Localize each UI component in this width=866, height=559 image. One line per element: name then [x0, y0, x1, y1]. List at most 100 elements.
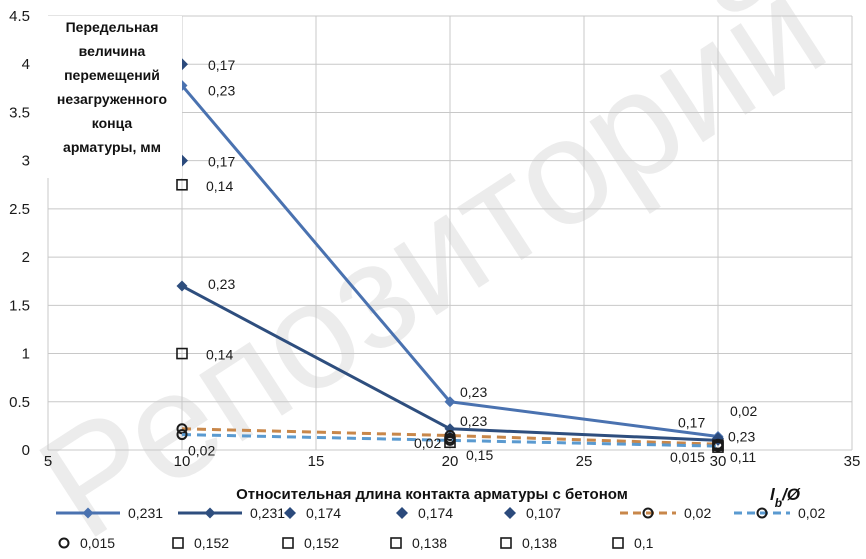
legend-label: 0,152	[304, 535, 339, 551]
legend-item-5: 0,02	[620, 505, 711, 521]
y-label-line: незагруженного	[57, 91, 167, 107]
legend-label: 0,231	[128, 505, 163, 521]
data-label: 0,23	[728, 428, 755, 444]
x-axis-label: Относительная длина контакта арматуры с …	[236, 486, 628, 503]
series-12	[712, 441, 724, 453]
y-tick-label: 0	[22, 442, 30, 459]
y-label-line: перемещений	[64, 67, 160, 83]
legend-item-9: 0,152	[282, 535, 339, 551]
x-tick-label: 10	[174, 453, 191, 470]
legend-swatch-marker	[82, 507, 94, 519]
legend-swatch-marker	[390, 537, 402, 549]
data-label: 0,23	[208, 82, 235, 98]
legend-label: 0,02	[798, 505, 825, 521]
legend-label: 0,1	[634, 535, 654, 551]
data-label: 0,17	[678, 415, 705, 431]
data-label: 0,23	[460, 413, 487, 429]
legend-swatch-marker	[642, 507, 654, 519]
data-labels: 0,17 0,23 0,17 0,14 0,23 0,14 0,02 0,23 0,23 0,02…	[188, 57, 757, 465]
tick-labels: 5 10 15 20 25 30 35 0 0.5 1 1.5 2 2.5 3 3.5 4 4.5	[9, 8, 860, 470]
y-label-bg	[44, 16, 182, 178]
legend-item-0: 0,231	[56, 505, 163, 521]
data-label: 0,17	[208, 57, 235, 73]
data-label: 0,02	[414, 435, 441, 451]
data-label: 0,11	[730, 449, 756, 465]
legend-swatch-marker	[282, 537, 294, 549]
y-tick-label: 4	[22, 56, 30, 73]
y-tick-label: 3.5	[9, 104, 30, 121]
x-unit-main: l	[770, 485, 776, 504]
x-tick-label: 30	[710, 453, 727, 470]
data-label: 0,15	[466, 447, 493, 463]
legend-item-12: 0,1	[612, 535, 654, 551]
x-tick-label: 25	[576, 453, 593, 470]
legend-label: 0,138	[412, 535, 447, 551]
data-point-1-0	[176, 280, 188, 292]
y-tick-label: 3	[22, 153, 30, 170]
y-label-line: конца	[92, 115, 133, 131]
legend-item-11: 0,138	[500, 535, 557, 551]
data-point-9-0	[176, 347, 188, 360]
legend-item-8: 0,152	[172, 535, 229, 551]
legend-swatch-marker	[504, 507, 516, 519]
data-label: 0,17	[208, 154, 235, 170]
legend-swatch-marker	[500, 537, 512, 549]
legend-swatch-marker	[284, 507, 296, 519]
x-axis-unit: lb/Ø	[770, 485, 801, 510]
legend-item-7: 0,015	[58, 535, 115, 551]
data-label: 0,23	[208, 276, 235, 292]
legend-swatch-marker	[756, 507, 768, 519]
y-tick-label: 1	[22, 346, 30, 363]
y-tick-label: 1.5	[9, 297, 30, 314]
data-point-5-0	[176, 423, 188, 435]
legend-label: 0,152	[194, 535, 229, 551]
legend-label: 0,015	[80, 535, 115, 551]
x-tick-label: 5	[44, 453, 52, 470]
data-point-0-1	[444, 396, 456, 408]
y-tick-label: 2.5	[9, 201, 30, 218]
x-unit-rest: /Ø	[781, 485, 801, 504]
legend-item-2: 0,174	[284, 505, 341, 521]
data-label: 0,02	[188, 442, 215, 458]
legend-item-3: 0,174	[396, 505, 453, 521]
legend-item-4: 0,107	[504, 505, 561, 521]
series-group	[176, 58, 724, 453]
y-tick-label: 0.5	[9, 394, 30, 411]
data-point-12-0	[712, 441, 724, 453]
x-tick-label: 35	[844, 453, 861, 470]
y-label-line: арматуры, мм	[63, 139, 161, 155]
data-point-10-0	[444, 436, 456, 449]
legend-label: 0,02	[684, 505, 711, 521]
legend-swatch-marker	[204, 507, 216, 519]
legend-label: 0,174	[418, 505, 453, 521]
legend-item-1: 0,231	[178, 505, 285, 521]
x-tick-label: 15	[308, 453, 325, 470]
grid	[47, 15, 853, 451]
legend-label: 0,138	[522, 535, 557, 551]
legend-item-10: 0,138	[390, 535, 447, 551]
series-8	[176, 178, 188, 191]
legend-swatch-marker	[612, 537, 624, 549]
data-point-8-0	[176, 178, 188, 191]
data-label: 0,14	[206, 178, 233, 194]
y-axis-label: Передельная величина перемещений незагружен…	[44, 16, 182, 178]
x-tick-label: 20	[442, 453, 459, 470]
legend-swatch-marker	[58, 537, 70, 549]
y-tick-label: 2	[22, 249, 30, 266]
legend-label: 0,231	[250, 505, 285, 521]
series-9	[176, 347, 188, 360]
y-label-line: Передельная	[66, 19, 159, 35]
legend-label: 0,107	[526, 505, 561, 521]
data-label: 0,23	[460, 384, 487, 400]
legend-item-6: 0,02	[734, 505, 825, 521]
legend-label: 0,174	[306, 505, 341, 521]
data-label: 0,02	[730, 403, 757, 419]
data-label: 0,14	[206, 347, 233, 363]
y-label-line: величина	[79, 43, 146, 59]
legend-swatch-marker	[172, 537, 184, 549]
x-unit-sub: b	[775, 496, 782, 510]
legend-swatch-marker	[396, 507, 408, 519]
legend: 0,231 0,231 0,174 0,174 0,107 0,02 0,02 0,015 0,…	[56, 505, 825, 551]
y-tick-label: 4.5	[9, 8, 30, 25]
